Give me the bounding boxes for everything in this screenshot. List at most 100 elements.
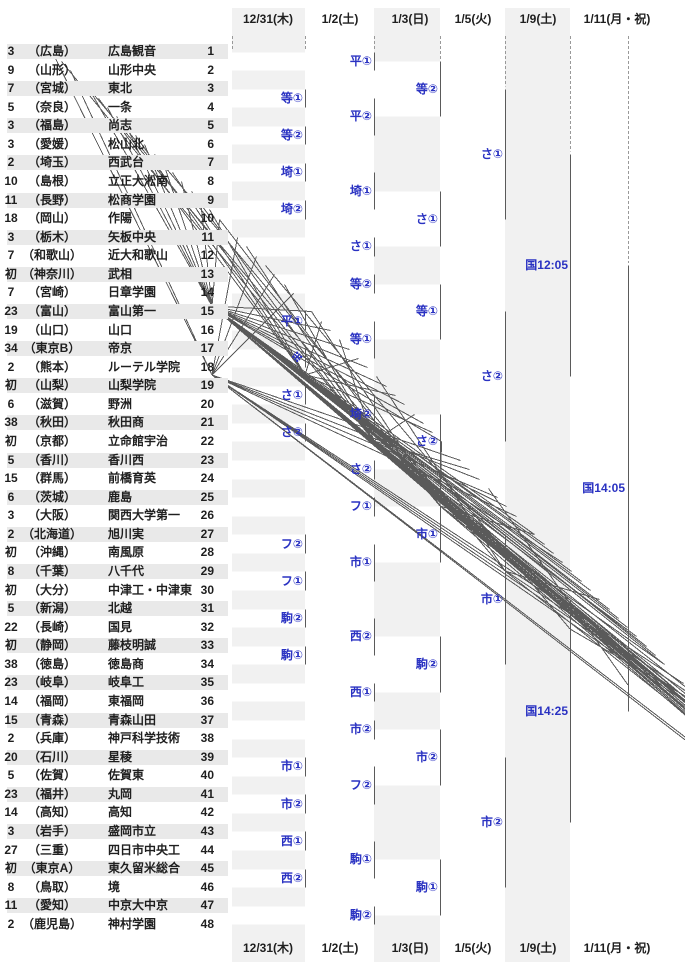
venue-label-r2: 等② <box>349 276 372 291</box>
team-name: 神村学園 <box>108 916 157 931</box>
date-header-label: 1/9(土) <box>519 12 557 26</box>
match-box-fill <box>214 534 305 554</box>
team-prefecture: （滋賀） <box>27 396 76 411</box>
team-name: 西武台 <box>108 155 145 170</box>
team-appearances: 3 <box>7 229 15 244</box>
team-prefecture: （東京B） <box>23 341 81 356</box>
team-draw-number: 10 <box>200 211 214 226</box>
match-box-fill <box>214 869 305 888</box>
team-name: 鹿島 <box>108 489 133 504</box>
team-appearances: 6 <box>7 396 15 411</box>
team-name: 一条 <box>108 99 133 114</box>
team-row: 2 （埼玉） 西武台 7 <box>0 154 232 171</box>
team-appearances: 初 <box>4 545 17 560</box>
team-appearances: 38 <box>4 415 18 430</box>
match-box-fill <box>440 311 505 442</box>
team-row: 3 （愛媛） 松山北 6 <box>0 136 232 153</box>
row-stripe <box>7 303 228 319</box>
team-prefecture: （石川） <box>27 749 76 764</box>
team-prefecture: （徳島） <box>27 656 76 671</box>
team-appearances: 2 <box>7 526 15 541</box>
team-appearances: 19 <box>4 322 18 337</box>
team-draw-number: 33 <box>200 638 214 653</box>
team-appearances: 7 <box>7 81 15 96</box>
team-appearances: 22 <box>4 619 18 634</box>
team-row: 2 （熊本） ルーテル学院 18 <box>0 359 232 376</box>
team-row: 7 （和歌山） 近大和歌山 12 <box>0 247 232 264</box>
winner-line-qf <box>504 570 685 715</box>
team-row: 11 （愛知） 中京大中京 47 <box>0 897 232 914</box>
team-appearances: 初 <box>4 582 17 597</box>
venue-label-r3: 駒① <box>415 880 438 895</box>
team-row: 14 （福岡） 東福岡 36 <box>0 693 232 710</box>
match-box-fill <box>214 757 305 777</box>
row-stripe <box>7 229 228 245</box>
team-prefecture: （山口） <box>27 322 76 337</box>
team-prefecture: （福島） <box>27 118 76 133</box>
team-name: 松商学園 <box>108 192 157 207</box>
match-box-fill <box>305 841 374 879</box>
team-name: 境 <box>108 879 121 894</box>
row-stripe <box>7 823 228 839</box>
team-row: 23 （岐阜） 岐阜工 35 <box>0 674 232 691</box>
team-name: 丸岡 <box>108 786 133 801</box>
team-name: 秋田商 <box>108 415 145 430</box>
winner-line-sf <box>569 628 685 697</box>
row-stripe <box>7 378 228 394</box>
team-appearances: 8 <box>7 563 15 578</box>
team-draw-number: 27 <box>200 526 214 541</box>
team-draw-number: 29 <box>200 563 214 578</box>
match-box-fill <box>214 794 305 814</box>
match-box-fill <box>214 274 374 294</box>
team-appearances: 23 <box>4 675 18 690</box>
venue-label-r2: 市① <box>349 555 372 570</box>
team-row: 6 （滋賀） 野洲 20 <box>0 396 232 413</box>
team-prefecture: （北海道） <box>21 526 82 541</box>
team-name: 中京大中京 <box>108 898 169 913</box>
match-box-fill <box>305 766 374 805</box>
team-appearances: 3 <box>7 508 15 523</box>
team-row: 初 （神奈川） 武相 13 <box>0 266 232 283</box>
date-footer-label: 1/11(月・祝) <box>583 941 651 955</box>
venue-label-r2: 等① <box>349 332 372 347</box>
venue-label-r3: 市① <box>415 527 438 542</box>
team-draw-number: 7 <box>207 155 214 170</box>
team-draw-number: 32 <box>200 619 214 634</box>
match-box-fill <box>374 61 440 117</box>
venue-label-r2: 平① <box>349 53 372 68</box>
team-row: 27 （三重） 四日市中央工 44 <box>0 842 232 859</box>
team-name: 松山北 <box>108 136 145 151</box>
date-footer-label: 1/9(土) <box>519 941 557 955</box>
venue-label-r2: さ① <box>349 239 372 254</box>
row-stripe <box>7 192 228 208</box>
venue-label-r1: 駒① <box>280 648 303 663</box>
venue-label-r1: フ② <box>280 536 303 551</box>
team-appearances: 15 <box>4 471 18 486</box>
team-prefecture: （愛媛） <box>27 136 76 151</box>
team-name: 山梨学院 <box>108 378 157 393</box>
team-appearances: 23 <box>4 786 18 801</box>
row-stripe <box>7 749 228 765</box>
row-stripe <box>7 675 228 691</box>
match-box-fill <box>214 237 374 257</box>
row-stripe <box>7 155 228 171</box>
team-prefecture: （埼玉） <box>27 155 76 170</box>
team-row: 初 （大分） 中津工・中津東 30 <box>0 582 232 599</box>
date-column-band <box>505 8 570 962</box>
team-name: 徳島商 <box>108 656 145 671</box>
team-draw-number: 42 <box>200 805 214 820</box>
match-box-fill <box>305 544 374 582</box>
winner-line-qf <box>154 154 506 572</box>
team-prefecture: （兵庫） <box>27 731 76 746</box>
team-name: 旭川実 <box>108 526 145 541</box>
team-row: 9 （山形） 山形中央 2 <box>0 62 232 79</box>
venue-label-r1: ※ <box>291 350 303 365</box>
date-header-label: 12/31(木) <box>242 12 294 26</box>
match-box-fill <box>214 720 374 740</box>
team-draw-number: 16 <box>200 322 214 337</box>
team-draw-number: 2 <box>207 62 214 77</box>
match-box-fill <box>214 646 305 665</box>
venue-label-qf: 市② <box>480 815 503 830</box>
team-row: 2 （鹿児島） 神村学園 48 <box>0 916 232 933</box>
